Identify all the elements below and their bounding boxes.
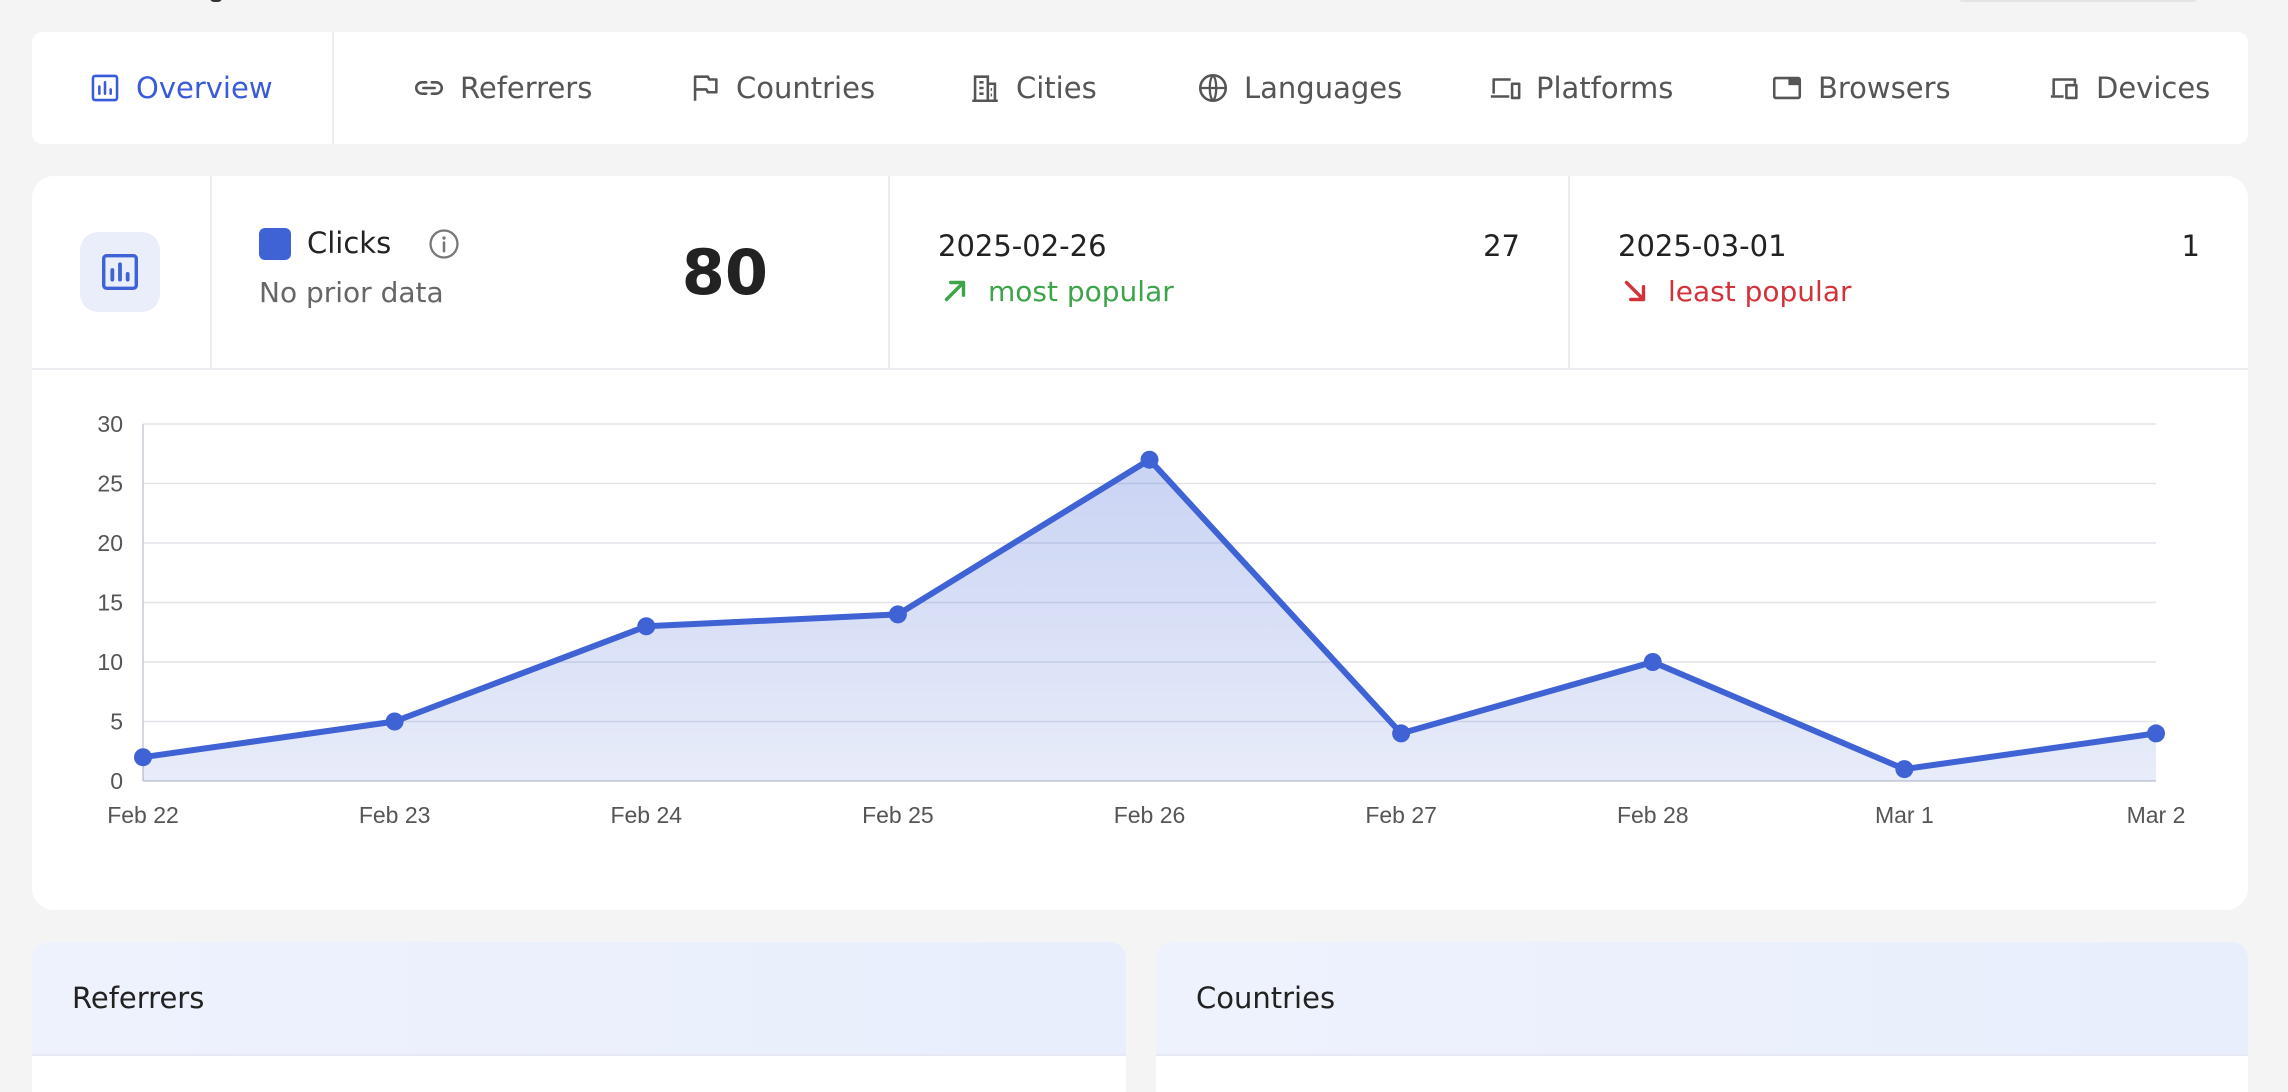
referrers-panel: Referrers <box>32 942 1126 1092</box>
tab-devices[interactable]: Devices <box>2048 32 2210 144</box>
clicks-data-point <box>637 617 656 636</box>
clicks-area-chart: 0 5 10 15 20 25 30 Feb 22 Feb 23 Feb 24 Feb 25 Feb … <box>97 411 2186 828</box>
x-tick-label: Feb 22 <box>107 802 179 828</box>
most-popular-value: 27 <box>1483 229 1520 263</box>
tab-label: Referrers <box>460 71 593 105</box>
tab-label: Overview <box>136 71 273 105</box>
x-tick-label: Feb 26 <box>1114 802 1186 828</box>
tab-referrers[interactable]: Referrers <box>412 32 592 144</box>
tab-label: Languages <box>1244 71 1403 105</box>
bar-chart-icon <box>101 253 139 291</box>
analytics-tab-bar: Overview Referrers Countries Cities Lang… <box>32 32 2248 144</box>
clicks-data-point <box>1392 724 1411 743</box>
x-tick-label: Feb 28 <box>1617 802 1689 828</box>
link-icon <box>415 81 443 95</box>
clicks-legend-swatch <box>259 228 291 260</box>
y-tick-label: 0 <box>110 768 123 794</box>
tab-label: Browsers <box>1818 71 1951 105</box>
stats-row: Clicks No prior data 80 2025-02-26 27 mo… <box>32 176 2248 370</box>
bar-chart-icon <box>91 74 119 102</box>
clicks-chart: 0 5 10 15 20 25 30 Feb 22 Feb 23 Feb 24 Feb 25 Feb … <box>32 372 2248 910</box>
stat-divider <box>210 176 212 370</box>
device-icon <box>2050 78 2078 100</box>
tab-label: Countries <box>736 71 876 105</box>
chart-icon-badge <box>80 232 160 312</box>
tab-label: Platforms <box>1536 71 1674 105</box>
arrow-down-right-icon <box>1624 280 1646 302</box>
least-popular-label: least popular <box>1668 274 1852 308</box>
x-tick-label: Mar 2 <box>2127 802 2186 828</box>
tab-divider <box>332 32 334 144</box>
x-tick-label: Feb 27 <box>1365 802 1437 828</box>
clicks-data-point <box>385 712 404 731</box>
tab-browsers[interactable]: Browsers <box>1770 32 1951 144</box>
clicks-data-point <box>2147 724 2165 743</box>
clicks-area-fill <box>143 459 2156 781</box>
stat-divider <box>1568 176 1570 370</box>
globe-icon <box>1198 73 1228 103</box>
x-tick-label: Feb 25 <box>862 802 934 828</box>
browser-window-icon <box>1772 76 1802 100</box>
clicks-data-point <box>1140 450 1159 469</box>
building-icon <box>972 75 998 103</box>
devices-icon <box>1490 78 1521 100</box>
most-popular-date: 2025-02-26 <box>938 229 1107 263</box>
countries-panel: Countries <box>1156 942 2248 1092</box>
y-tick-label: 20 <box>97 530 123 556</box>
total-clicks-value: 80 <box>681 236 768 309</box>
tab-countries[interactable]: Countries <box>688 32 875 144</box>
y-tick-label: 30 <box>97 411 123 437</box>
header-remnant <box>210 0 222 2</box>
referrers-panel-title: Referrers <box>32 942 1126 1056</box>
tab-label: Devices <box>2096 71 2211 105</box>
clicks-data-point <box>1895 760 1914 779</box>
most-popular-label: most popular <box>988 274 1174 308</box>
clicks-data-point <box>134 748 152 767</box>
tab-label: Cities <box>1016 71 1097 105</box>
info-icon[interactable] <box>427 227 461 261</box>
x-tick-label: Feb 24 <box>610 802 682 828</box>
stat-divider <box>888 176 890 370</box>
tab-languages[interactable]: Languages <box>1196 32 1402 144</box>
flag-icon <box>693 75 718 101</box>
least-popular-value: 1 <box>2181 229 2200 263</box>
arrow-up-right-icon <box>944 280 966 302</box>
least-popular-date: 2025-03-01 <box>1618 229 1787 263</box>
clicks-overview-card: Clicks No prior data 80 2025-02-26 27 mo… <box>32 176 2248 910</box>
x-tick-label: Mar 1 <box>1875 802 1934 828</box>
countries-panel-title: Countries <box>1156 942 2248 1056</box>
y-tick-label: 5 <box>110 709 123 735</box>
tab-cities[interactable]: Cities <box>968 32 1097 144</box>
header-control-remnant <box>1958 0 2198 2</box>
x-tick-label: Feb 23 <box>359 802 431 828</box>
tab-overview[interactable]: Overview <box>88 32 273 144</box>
most-popular-note: most popular <box>938 274 1174 308</box>
y-tick-label: 10 <box>97 649 123 675</box>
y-tick-label: 15 <box>97 590 123 616</box>
clicks-label: Clicks <box>307 226 392 260</box>
prior-data-text: No prior data <box>259 276 444 309</box>
clicks-data-point <box>888 605 907 624</box>
least-popular-note: least popular <box>1618 274 1852 308</box>
y-tick-label: 25 <box>97 471 123 497</box>
tab-platforms[interactable]: Platforms <box>1488 32 1673 144</box>
clicks-data-point <box>1643 653 1662 671</box>
